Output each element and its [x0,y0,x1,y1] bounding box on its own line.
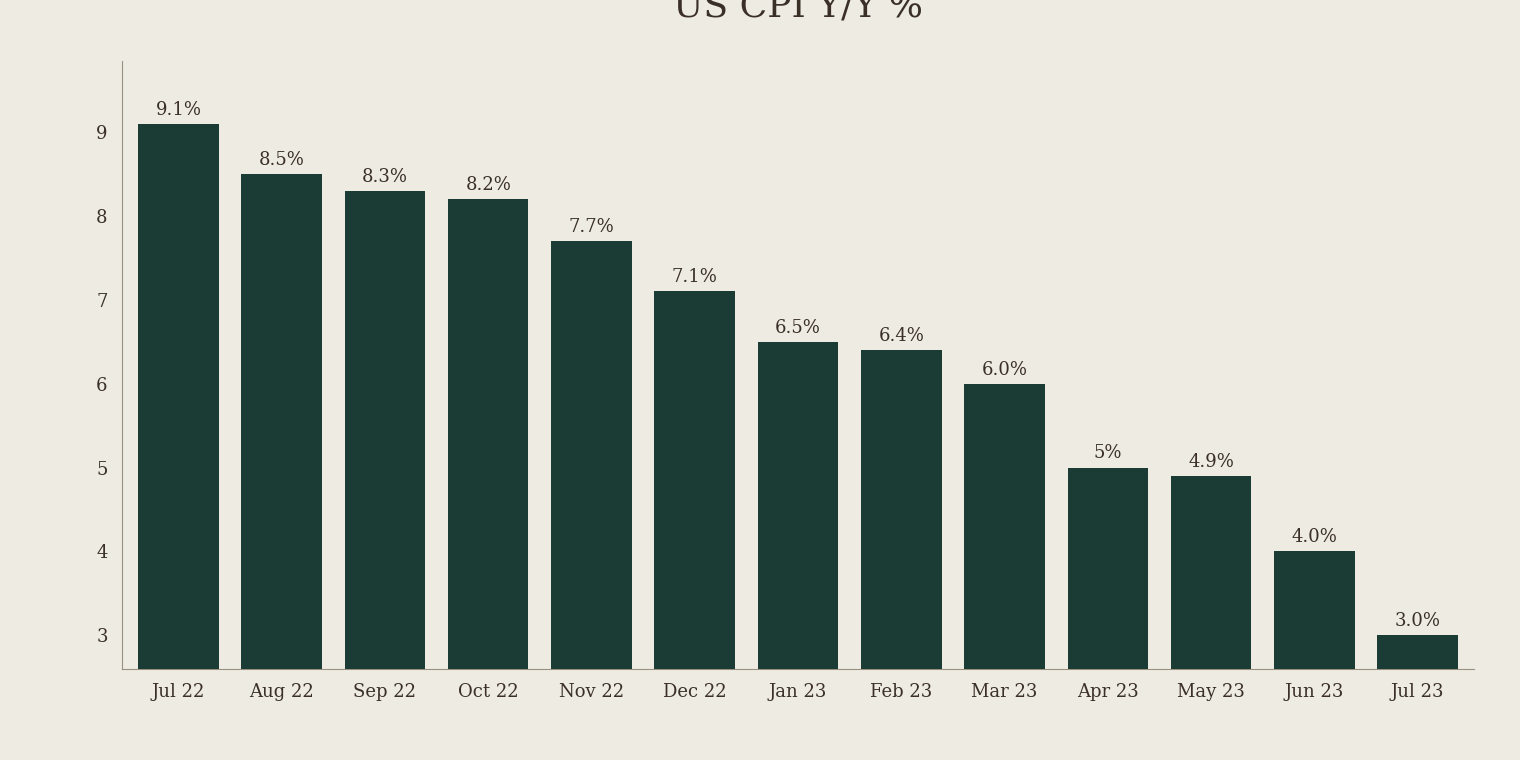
Bar [758,342,838,760]
Text: 9.1%: 9.1% [155,100,201,119]
Bar [860,350,941,760]
Text: 4.0%: 4.0% [1292,528,1338,546]
Bar [345,191,426,760]
Text: 5%: 5% [1093,445,1122,463]
Text: 8.3%: 8.3% [362,168,407,185]
Text: 6.4%: 6.4% [879,327,924,345]
Bar [1274,552,1354,760]
Bar [552,241,632,760]
Text: 6.5%: 6.5% [775,318,821,337]
Text: 6.0%: 6.0% [982,361,1028,378]
Bar [964,384,1044,760]
Bar [1067,467,1148,760]
Text: 7.1%: 7.1% [672,268,717,287]
Text: 8.5%: 8.5% [258,151,304,169]
Text: 3.0%: 3.0% [1395,613,1441,630]
Text: 8.2%: 8.2% [465,176,511,194]
Bar [138,124,219,760]
Text: 7.7%: 7.7% [568,218,614,236]
Title: US CPI Y/Y %: US CPI Y/Y % [673,0,923,24]
Bar [655,291,736,760]
Bar [448,199,529,760]
Bar [1170,476,1251,760]
Bar [1377,635,1458,760]
Bar [242,174,322,760]
Text: 4.9%: 4.9% [1189,453,1234,471]
